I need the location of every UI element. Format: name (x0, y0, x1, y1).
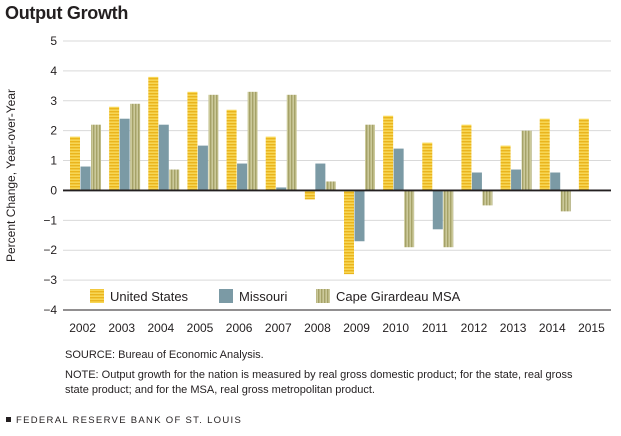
bar (471, 172, 482, 191)
x-tick-label: 2014 (539, 321, 566, 335)
y-tick-label: −1 (43, 213, 57, 227)
bar (383, 115, 394, 191)
legend-label: United States (110, 289, 189, 304)
y-tick-label: 2 (50, 124, 57, 138)
bar (158, 124, 169, 191)
bar (443, 190, 454, 248)
y-tick-label: −2 (43, 243, 57, 257)
bar (560, 190, 571, 212)
x-tick-label: 2008 (304, 321, 331, 335)
legend-label: Cape Girardeau MSA (336, 289, 461, 304)
bar (461, 124, 472, 191)
y-tick-label: 1 (50, 154, 57, 168)
x-tick-label: 2012 (461, 321, 488, 335)
bar (404, 190, 415, 248)
square-icon (6, 417, 11, 422)
bar (226, 109, 237, 191)
x-tick-label: 2005 (187, 321, 214, 335)
bar (539, 118, 550, 191)
bar-chart: 5 4 3 2 1 0 −1 −2 −3 −4 Percent Change, Year-over-… (4, 34, 611, 335)
bar (169, 169, 180, 191)
x-tick-label: 2007 (265, 321, 292, 335)
footer-label: FEDERAL RESERVE BANK OF ST. LOUIS (16, 415, 243, 426)
y-tick-label: 4 (50, 64, 57, 78)
axes: 5 4 3 2 1 0 −1 −2 −3 −4 Percent Change, Year-over-… (4, 34, 611, 335)
bar (315, 163, 326, 191)
bar (109, 106, 120, 191)
bar (208, 94, 219, 191)
legend-label: Missouri (239, 289, 288, 304)
bar (304, 190, 315, 200)
bar (265, 136, 276, 191)
bar (393, 148, 404, 191)
y-tick-label: 5 (50, 34, 57, 48)
y-tick-label: 3 (50, 94, 57, 108)
footer: FEDERAL RESERVE BANK OF ST. LOUIS (6, 415, 242, 426)
source-note: SOURCE: Bureau of Economic Analysis. (65, 349, 264, 361)
y-tick-label: −3 (43, 273, 57, 287)
legend-swatch (316, 289, 330, 303)
bar (482, 190, 493, 206)
bar (354, 190, 365, 242)
x-tick-label: 2004 (148, 321, 175, 335)
bar (130, 103, 141, 191)
x-tick-label: 2015 (578, 321, 605, 335)
bar (237, 163, 248, 191)
bar (511, 169, 522, 191)
bar (286, 94, 297, 191)
bar (197, 145, 208, 191)
bar (365, 124, 375, 191)
x-tick-label: 2003 (108, 321, 135, 335)
x-tick-label: 2006 (226, 321, 253, 335)
bar (91, 124, 101, 191)
chart-title: Output Growth (5, 3, 129, 23)
bar (70, 136, 80, 191)
legend-swatch (219, 289, 233, 303)
bars (70, 76, 589, 275)
bar (344, 190, 354, 275)
bar (276, 187, 287, 191)
methodology-note: NOTE: Output growth for the nation is me… (65, 369, 573, 396)
x-tick-label: 2013 (500, 321, 527, 335)
y-axis-label: Percent Change, Year-over-Year (4, 89, 18, 262)
bar (550, 172, 561, 191)
bar (325, 181, 336, 191)
bar (521, 130, 532, 191)
legend: United States Missouri Cape Girardeau MSA (90, 289, 461, 304)
bar (422, 142, 433, 191)
bar (578, 118, 589, 191)
bar (432, 190, 443, 230)
x-tick-label: 2009 (343, 321, 370, 335)
bar (500, 145, 511, 191)
bar (80, 166, 91, 191)
y-tick-label: −4 (43, 303, 57, 317)
x-tick-label: 2011 (422, 321, 448, 335)
legend-swatch (90, 289, 104, 303)
bar (148, 76, 159, 191)
bar (247, 91, 258, 191)
x-tick-label: 2002 (69, 321, 96, 335)
y-tick-label: 0 (50, 183, 57, 197)
bar (187, 91, 198, 191)
bar (119, 118, 130, 191)
x-tick-label: 2010 (382, 321, 409, 335)
